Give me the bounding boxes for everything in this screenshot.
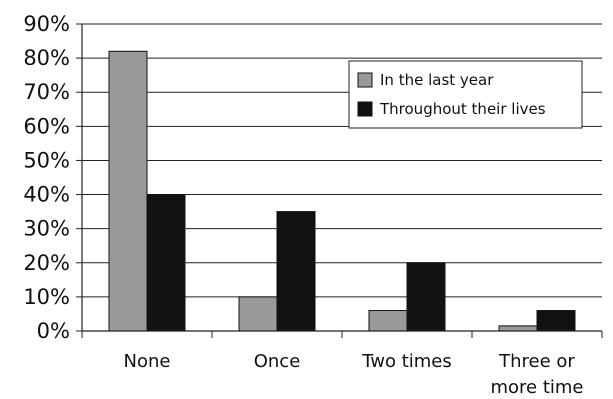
bar	[536, 310, 576, 332]
legend-swatch	[357, 72, 373, 88]
y-tick-label: 50%	[23, 148, 70, 172]
x-tick-label: Once	[254, 351, 301, 372]
bar	[238, 296, 278, 332]
legend-label: In the last year	[380, 71, 494, 89]
y-tick-label: 10%	[23, 285, 70, 309]
legend-swatch	[357, 101, 373, 117]
legend: In the last year Throughout their lives	[348, 60, 583, 129]
x-tick-label: Three or	[498, 351, 575, 372]
bar	[406, 262, 446, 332]
legend-box	[348, 60, 583, 129]
y-tick-label: 80%	[23, 46, 70, 70]
x-tick-label: Two times	[361, 351, 452, 372]
bar	[498, 325, 538, 332]
bar	[368, 310, 408, 332]
bar	[146, 194, 186, 332]
bar	[276, 211, 316, 332]
y-tick-label: 70%	[23, 80, 70, 104]
y-tick-label: 90%	[23, 12, 70, 36]
y-tick-label: 40%	[23, 183, 70, 207]
x-tick-label: None	[124, 351, 171, 372]
x-tick-label: more time	[490, 377, 583, 398]
x-axis-labels: None Once Two times Three or more time	[124, 351, 584, 398]
y-tick-label: 0%	[37, 319, 70, 343]
y-tick-label: 20%	[23, 251, 70, 275]
y-tick-label: 60%	[23, 114, 70, 138]
bars	[108, 50, 576, 332]
bar	[108, 50, 148, 332]
axes	[81, 24, 603, 338]
y-tick-label: 30%	[23, 217, 70, 241]
legend-label: Throughout their lives	[379, 100, 546, 118]
y-axis-ticks: 0% 10% 20% 30% 40% 50% 60% 70% 80% 90%	[23, 12, 82, 343]
